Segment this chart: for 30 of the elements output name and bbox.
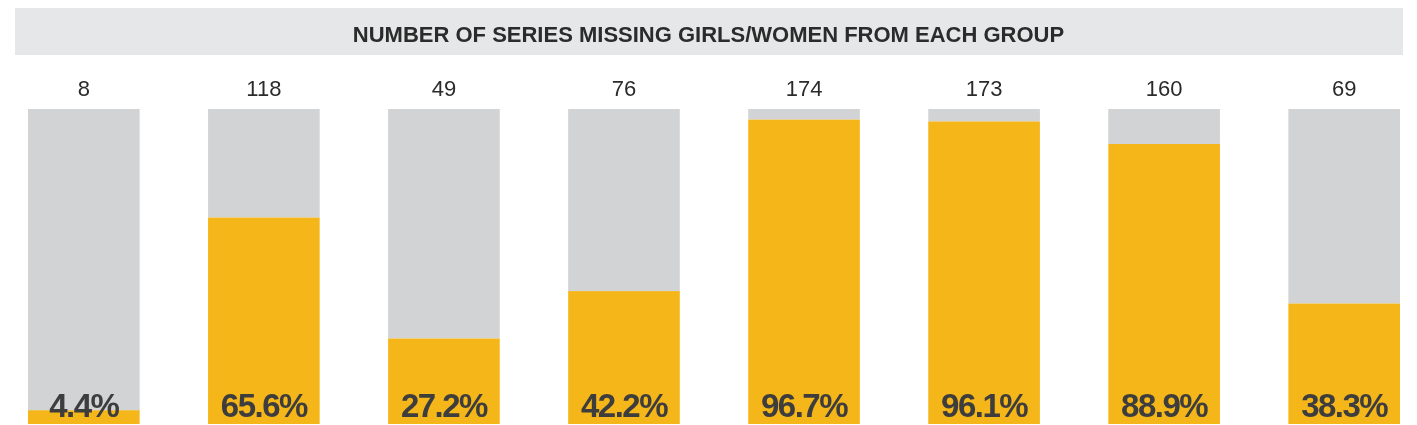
bar: [388, 109, 500, 339]
bar: [1288, 109, 1400, 304]
data-label: 42.2%: [580, 387, 669, 424]
data-label: 27.2%: [400, 387, 489, 424]
data-label: 38.3%: [1301, 387, 1389, 424]
bar: [388, 338, 500, 424]
text: 69: [1331, 76, 1357, 101]
text: 118: [246, 76, 282, 101]
bar: [928, 109, 1040, 122]
text: 174: [785, 76, 823, 101]
bar: [208, 109, 320, 218]
bar: [1108, 143, 1220, 424]
data-label: 65.6%: [220, 387, 309, 424]
data-label: 88.9%: [1121, 387, 1209, 424]
text: 8: [77, 76, 90, 101]
data-label: 96.1%: [941, 387, 1029, 424]
bar: [568, 109, 680, 292]
data-label: 96.7%: [760, 387, 849, 424]
bar: [748, 119, 860, 424]
bar: [1108, 109, 1220, 144]
text: 76: [611, 76, 637, 101]
bar: [208, 217, 320, 424]
chart-title: NUMBER OF SERIES MISSING GIRLS/WOMEN FROM EACH GROUP: [352, 22, 1065, 47]
text: 160: [1145, 76, 1183, 101]
bar: [928, 121, 1040, 424]
text: 49: [431, 76, 457, 101]
text: 173: [965, 76, 1003, 101]
bar: [568, 291, 680, 424]
bar: [748, 109, 860, 120]
bar: [1288, 303, 1400, 424]
